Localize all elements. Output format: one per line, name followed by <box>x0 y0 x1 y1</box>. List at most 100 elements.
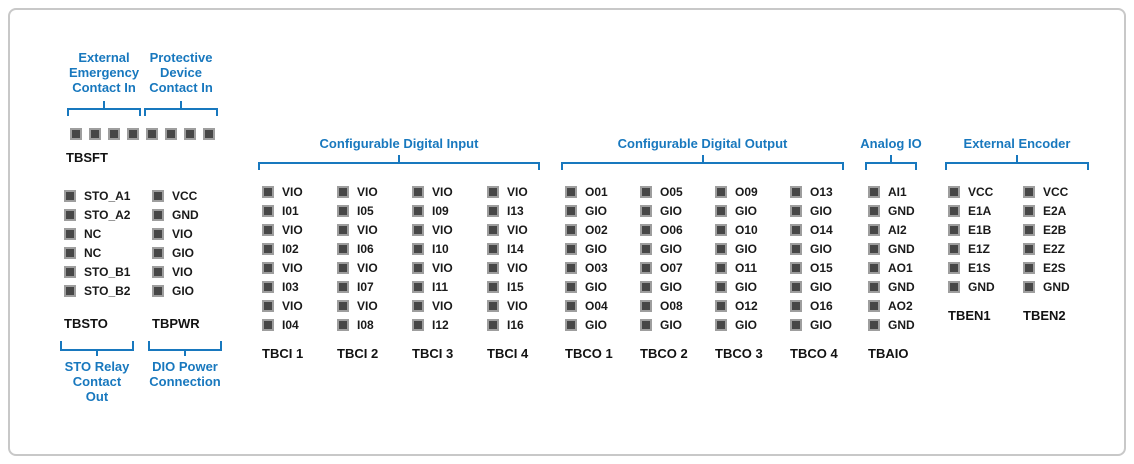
pin-label: I08 <box>357 317 374 332</box>
pin-label: I13 <box>507 203 524 218</box>
pin-row: O08 <box>640 296 688 315</box>
pin-label: I04 <box>282 317 299 332</box>
terminal-pin-icon <box>948 185 960 198</box>
group-title: Configurable Digital Output <box>617 136 788 151</box>
terminal-pin-icon <box>262 242 274 255</box>
bracket-down-icon <box>865 155 917 171</box>
pin-label: I02 <box>282 241 299 256</box>
terminal-pin-icon <box>152 208 164 221</box>
terminal-pin-icon <box>1023 204 1035 217</box>
terminal-pin-icon <box>790 242 802 255</box>
annotation-protective-device-contact-in: Protective Device Contact In <box>132 50 230 117</box>
terminal-pin-icon <box>565 223 577 236</box>
pin-label: E2B <box>1043 222 1067 237</box>
annotation-sto-relay-contact-out: STO Relay Contact Out <box>60 340 134 404</box>
terminal-pin-icon <box>640 242 652 255</box>
terminal-pin-icon <box>487 242 499 255</box>
pin-row: VCC <box>948 182 995 201</box>
pin-row: GIO <box>715 201 763 220</box>
terminal-pin-icon <box>487 261 499 274</box>
pin-row: O15 <box>790 258 838 277</box>
pin-row: VCC <box>152 186 200 205</box>
pin-label: I11 <box>432 279 449 294</box>
terminal-pin-icon <box>1023 242 1035 255</box>
terminal-pin-icon <box>487 280 499 293</box>
terminal-pin-icon <box>868 299 880 312</box>
terminal-pin-icon <box>412 204 424 217</box>
pin-strip <box>70 128 215 140</box>
pin-row: AO1 <box>868 258 915 277</box>
pin-list: VCC E1A E1B E1Z E1S GND <box>948 182 995 296</box>
bracket-down-icon <box>945 155 1089 171</box>
terminal-pin-icon <box>127 128 139 140</box>
pin-label: O08 <box>660 298 683 313</box>
pin-label: E1Z <box>968 241 991 256</box>
annotation-text: DIO Power Connection <box>149 359 221 389</box>
terminal-pin-icon <box>152 227 164 240</box>
pin-label: STO_B2 <box>84 283 131 298</box>
pin-label: O13 <box>810 184 833 199</box>
pin-label: VIO <box>432 260 453 275</box>
terminal-pin-icon <box>337 318 349 331</box>
pin-label: GIO <box>735 203 758 218</box>
pin-row: VIO <box>262 258 303 277</box>
terminal-pin-icon <box>337 299 349 312</box>
terminal-pin-icon <box>948 242 960 255</box>
terminal-pin-icon <box>715 318 727 331</box>
terminal-pin-icon <box>715 242 727 255</box>
terminal-pin-icon <box>262 318 274 331</box>
pin-label: I16 <box>507 317 524 332</box>
terminal-pin-icon <box>790 204 802 217</box>
terminal-block-tbco4: O13 GIO O14 GIO O15 GIO O16 GIO TBCO 4 <box>790 182 838 361</box>
pin-label: E2S <box>1043 260 1066 275</box>
pin-label: I01 <box>282 203 299 218</box>
pin-label: VCC <box>968 184 994 199</box>
block-label: TBCO 2 <box>640 346 688 361</box>
pin-label: I14 <box>507 241 524 256</box>
pin-row: GIO <box>640 315 688 334</box>
pin-list: O13 GIO O14 GIO O15 GIO O16 GIO <box>790 182 838 334</box>
pin-list: VCC E2A E2B E2Z E2S GND <box>1023 182 1070 296</box>
pin-row: NC <box>64 243 130 262</box>
terminal-pin-icon <box>715 185 727 198</box>
pin-label: AI1 <box>888 184 907 199</box>
terminal-pin-icon <box>337 242 349 255</box>
terminal-pin-icon <box>108 128 120 140</box>
terminal-pin-icon <box>165 128 177 140</box>
terminal-pin-icon <box>640 280 652 293</box>
terminal-pin-icon <box>337 204 349 217</box>
pin-label: E1A <box>968 203 992 218</box>
terminal-pin-icon <box>262 185 274 198</box>
terminal-pin-icon <box>790 280 802 293</box>
terminal-pin-icon <box>868 242 880 255</box>
pin-label: GND <box>888 241 915 256</box>
terminal-block-tbsft: TBSFT <box>66 128 215 165</box>
pin-label: O11 <box>735 260 758 275</box>
pin-row: E1B <box>948 220 995 239</box>
terminal-pin-icon <box>868 280 880 293</box>
terminal-pin-icon <box>640 299 652 312</box>
pin-list: VCC GND VIO GIO VIO GIO <box>152 186 200 300</box>
pin-row: GIO <box>790 201 838 220</box>
pin-row: GND <box>948 277 995 296</box>
terminal-pin-icon <box>487 299 499 312</box>
pin-label: O14 <box>810 222 833 237</box>
pin-label: I12 <box>432 317 449 332</box>
pin-row: O02 <box>565 220 613 239</box>
pin-label: I15 <box>507 279 524 294</box>
pin-label: GIO <box>810 317 833 332</box>
terminal-pin-icon <box>868 318 880 331</box>
terminal-pin-icon <box>412 299 424 312</box>
pin-label: VIO <box>432 298 453 313</box>
terminal-pin-icon <box>790 261 802 274</box>
terminal-pin-icon <box>152 284 164 297</box>
pin-label: VIO <box>432 184 453 199</box>
terminal-pin-icon <box>152 189 164 202</box>
bracket-down-icon <box>144 101 218 117</box>
terminal-pin-icon <box>412 223 424 236</box>
pin-label: VIO <box>172 226 193 241</box>
pin-label: VIO <box>172 264 193 279</box>
pin-label: O03 <box>585 260 608 275</box>
terminal-pin-icon <box>184 128 196 140</box>
pin-row: GIO <box>565 239 613 258</box>
